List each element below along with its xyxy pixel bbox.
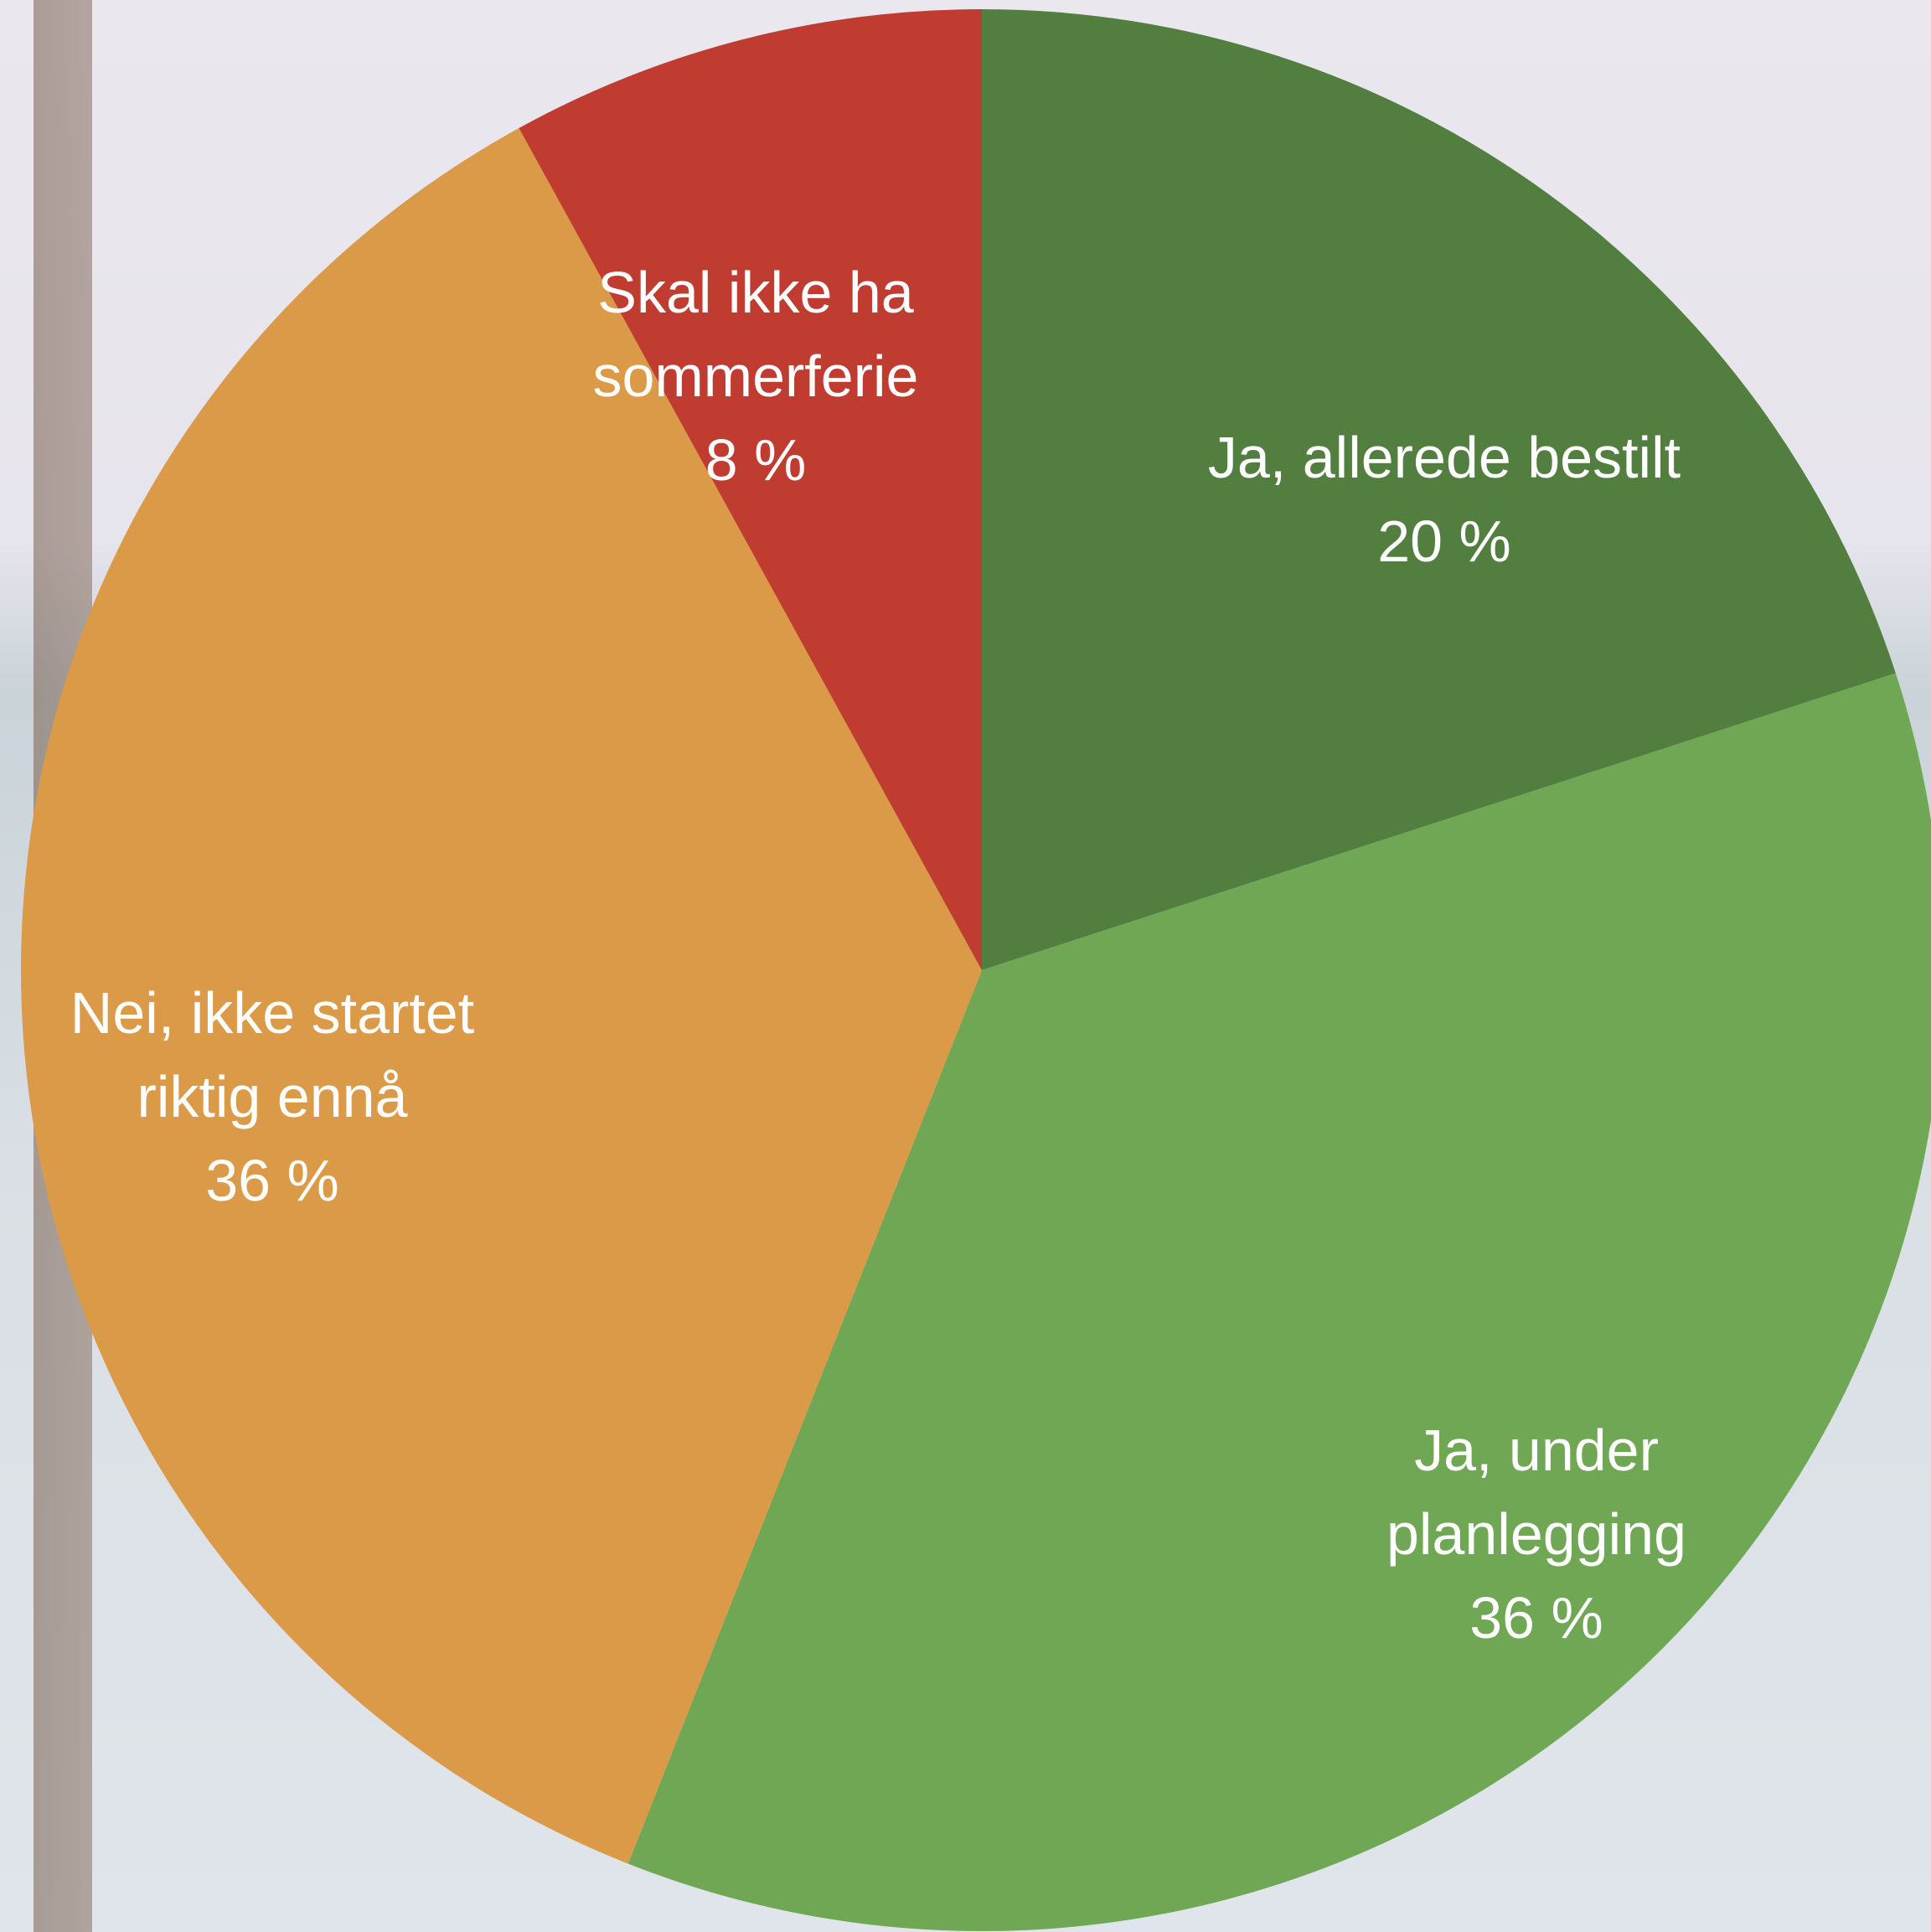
category-label: Skal ikke ha sommerferie [592,260,919,409]
value-label: 36 % [1469,1585,1603,1650]
pie-slice [519,9,982,970]
slice-label: Nei, ikke startet riktig ennå 36 % [4,971,540,1222]
pie-slice [627,673,1931,1931]
category-label: Nei, ikke startet riktig ennå [70,980,475,1129]
slice-label: Ja, under planlegging 36 % [1340,1408,1733,1660]
category-label: Ja, allerede bestilt [1207,425,1681,490]
category-label: Ja, under planlegging [1386,1418,1687,1567]
value-label: 8 % [705,427,807,493]
pie-slice [982,9,1896,970]
pie-slice [21,127,983,1864]
value-label: 20 % [1377,509,1511,574]
slice-label: Skal ikke ha sommerferie 8 % [546,251,965,502]
slice-label: Ja, allerede bestilt 20 % [1126,416,1763,583]
value-label: 36 % [205,1148,339,1213]
